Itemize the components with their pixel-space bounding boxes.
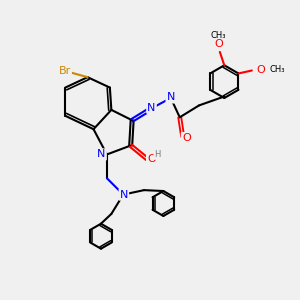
- Text: O: O: [147, 154, 156, 164]
- Text: O: O: [214, 40, 223, 50]
- Text: CH₃: CH₃: [211, 31, 226, 40]
- Text: N: N: [167, 92, 175, 102]
- Text: N: N: [120, 190, 128, 200]
- Text: N: N: [98, 149, 106, 160]
- Text: O: O: [182, 133, 190, 143]
- Text: CH₃: CH₃: [269, 65, 285, 74]
- Text: O: O: [256, 65, 265, 75]
- Text: Br: Br: [58, 66, 71, 76]
- Text: N: N: [147, 103, 156, 113]
- Text: H: H: [154, 150, 161, 159]
